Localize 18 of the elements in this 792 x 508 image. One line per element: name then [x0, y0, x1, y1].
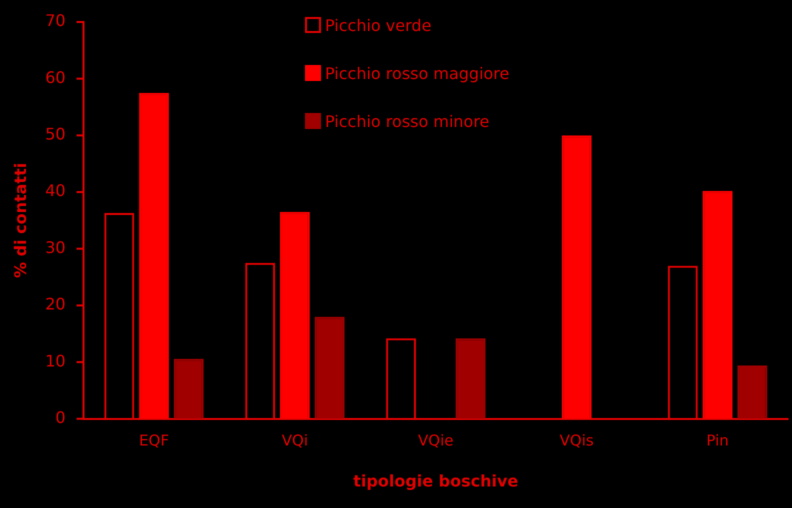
x-tick-label: VQi — [282, 432, 308, 450]
y-tick-label: 30 — [45, 238, 66, 257]
x-tick-label: VQis — [560, 432, 594, 450]
legend-label: Picchio verde — [325, 16, 432, 34]
y-tick-label: 0 — [55, 408, 66, 427]
x-tick-label: VQie — [418, 432, 454, 450]
y-tick-label: 50 — [45, 124, 66, 144]
y-tick-label: 40 — [45, 181, 66, 200]
y-tick-label: 10 — [45, 351, 66, 370]
x-tick-label: EQF — [139, 432, 169, 450]
y-tick-label: 60 — [45, 68, 66, 87]
y-tick-label: 70 — [45, 11, 66, 30]
y-tick-label: 20 — [45, 294, 66, 314]
legend-label: Picchio rosso maggiore — [325, 64, 510, 82]
legend-label: Picchio rosso minore — [325, 112, 490, 130]
x-axis-title: tipologie boschive — [353, 472, 518, 491]
x-tick-label: Pin — [706, 432, 729, 450]
y-axis-title: % di contatti — [10, 162, 30, 278]
